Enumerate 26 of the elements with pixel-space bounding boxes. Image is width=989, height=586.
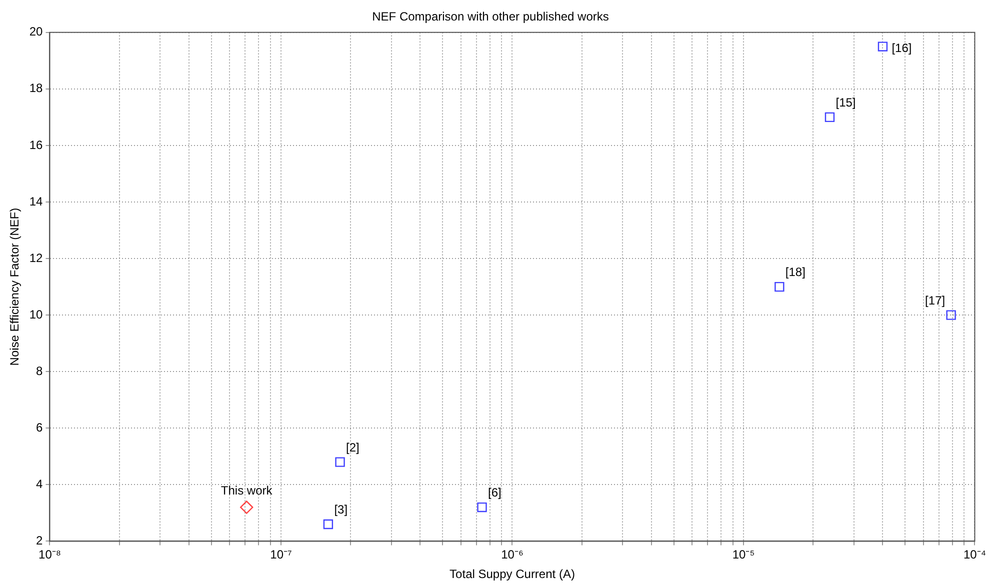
y-tick-label: 20 <box>29 24 44 39</box>
x-tick-label: 10⁻⁸ <box>38 548 61 562</box>
y-tick-label: 10 <box>29 307 44 322</box>
annotation: [15] <box>836 96 856 110</box>
y-axis-title: Noise Efficiency Factor (NEF) <box>8 208 22 366</box>
annotation: [17] <box>925 293 946 308</box>
x-axis-title: Total Suppy Current (A) <box>450 567 575 582</box>
x-tick-label: 10⁻⁵ <box>732 548 755 562</box>
y-tick-label: 8 <box>36 364 44 378</box>
y-tick-label: 14 <box>29 194 44 208</box>
y-tick-label: 16 <box>29 138 44 152</box>
annotation: This work <box>220 484 274 498</box>
annotation: [3] <box>334 502 348 517</box>
x-tick-label: 10⁻⁴ <box>963 548 986 562</box>
chart-title: NEF Comparison with other published works <box>372 10 609 24</box>
y-tick-label: 2 <box>36 534 44 548</box>
x-tick-label: 10⁻⁶ <box>501 548 524 562</box>
y-tick-label: 18 <box>29 81 44 96</box>
y-tick-label: 4 <box>36 476 44 491</box>
annotation: [6] <box>488 486 502 500</box>
annotation: [18] <box>785 265 806 280</box>
y-tick-label: 6 <box>36 420 44 434</box>
annotation: [16] <box>892 40 912 55</box>
x-tick-label: 10⁻⁷ <box>270 548 292 562</box>
y-tick-label: 12 <box>29 250 44 265</box>
annotation: [2] <box>346 440 360 454</box>
